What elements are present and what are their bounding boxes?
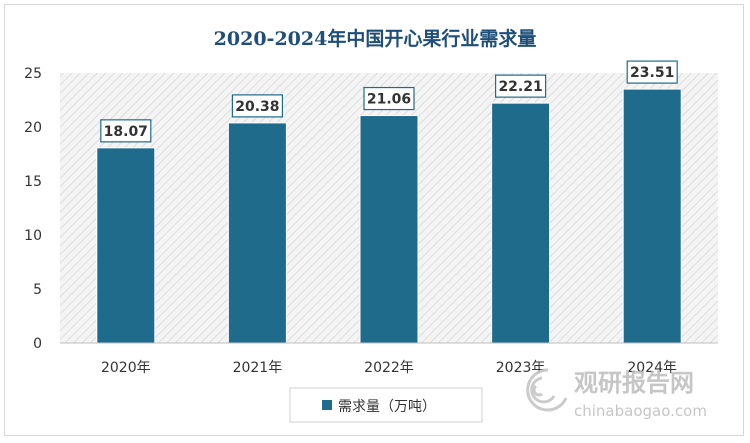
legend-box <box>289 387 483 423</box>
y-tick-label: 25 <box>24 66 42 82</box>
y-tick-label: 15 <box>24 174 42 190</box>
watermark-brand-text: 观研报告网 <box>574 369 694 397</box>
x-category-label: 2024年 <box>627 360 677 376</box>
legend-swatch <box>322 400 332 410</box>
data-label-box <box>626 60 678 84</box>
x-category-label: 2021年 <box>233 360 283 376</box>
bar <box>622 88 682 344</box>
bar <box>96 147 156 344</box>
x-category-label: 2022年 <box>364 360 414 376</box>
bar <box>491 102 551 344</box>
data-label-box <box>231 94 283 118</box>
bar <box>227 122 287 344</box>
x-axis-categories: 2020年 2021年 2022年 2023年 2024年 <box>101 360 677 376</box>
bar <box>359 115 419 344</box>
chart-title: 2020-2024年中国开心果行业需求量 <box>214 27 537 50</box>
x-category-label: 2020年 <box>101 360 151 376</box>
data-labels-group: 18.07 20.38 21.06 22.21 23.51 <box>100 60 678 143</box>
watermark-swirl-icon <box>526 368 568 412</box>
bars-group <box>96 88 682 344</box>
data-label: 23.51 <box>630 65 674 81</box>
data-label-box <box>495 74 547 98</box>
data-label: 20.38 <box>235 99 279 115</box>
data-label-box <box>363 86 415 111</box>
x-category-label: 2023年 <box>496 360 546 376</box>
data-label: 18.07 <box>104 124 148 140</box>
y-tick-label: 5 <box>33 282 42 298</box>
y-tick-label: 10 <box>24 228 42 244</box>
watermark-url-text: chinabaogao.com <box>574 402 707 420</box>
legend: 需求量（万吨） <box>289 387 483 423</box>
y-tick-label: 0 <box>33 336 42 352</box>
data-label-box <box>100 119 152 143</box>
data-label: 22.21 <box>498 79 542 95</box>
y-axis-ticks: 0 5 10 15 20 25 <box>24 66 42 352</box>
data-label: 21.06 <box>367 92 411 108</box>
y-tick-label: 20 <box>24 120 42 136</box>
legend-label: 需求量（万吨） <box>338 399 436 415</box>
watermark-logo: 观研报告网 chinabaogao.com <box>526 368 707 420</box>
